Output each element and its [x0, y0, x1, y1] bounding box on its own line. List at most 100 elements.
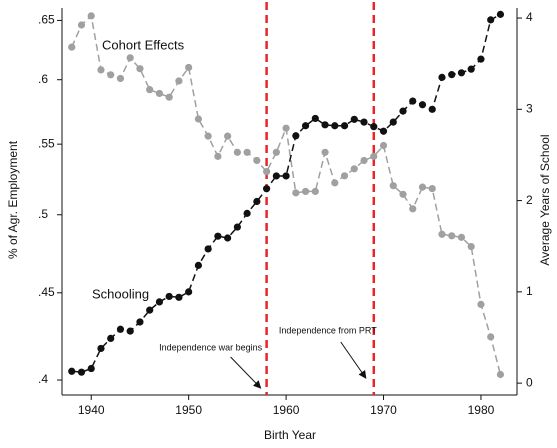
- series-point: [438, 230, 446, 238]
- series-point: [214, 152, 222, 160]
- series-point: [282, 124, 290, 132]
- series-point: [233, 223, 241, 231]
- series-point: [253, 197, 261, 206]
- series-point: [194, 261, 203, 269]
- annotation: Independence war begins: [159, 342, 263, 352]
- series-point: [487, 333, 495, 341]
- series-point: [448, 71, 456, 79]
- series-point: [224, 132, 232, 140]
- series-point: [116, 325, 125, 333]
- series-point: [77, 368, 86, 376]
- x-tick-label: 1960: [273, 403, 300, 417]
- series-point: [477, 300, 485, 309]
- series-point: [136, 318, 144, 326]
- series-point: [204, 132, 212, 140]
- series-point: [126, 327, 134, 335]
- series-point: [340, 172, 349, 180]
- y-tick-label: .4: [38, 372, 48, 386]
- series-point: [301, 122, 310, 130]
- series-point: [185, 63, 193, 72]
- series-point: [467, 242, 475, 251]
- series-point: [107, 334, 115, 343]
- series-point: [155, 298, 164, 306]
- series-point: [399, 190, 407, 198]
- series-point: [243, 209, 251, 217]
- y-axis-label: % of Agr. Employment: [6, 140, 20, 259]
- series-point: [428, 105, 436, 113]
- series-point: [370, 152, 378, 160]
- series-point: [331, 179, 339, 187]
- x-tick-label: 1950: [175, 403, 202, 417]
- y-tick-label: .45: [38, 285, 55, 299]
- series-point: [146, 86, 154, 94]
- series-point: [97, 66, 105, 74]
- series-point: [107, 71, 115, 79]
- series-point: [457, 69, 466, 77]
- series-point: [243, 148, 251, 156]
- series-point: [146, 306, 154, 314]
- series-point: [282, 172, 290, 180]
- series-point: [253, 156, 261, 165]
- y2-tick-label: 0: [526, 375, 533, 389]
- y2-tick-label: 4: [526, 10, 533, 24]
- y-tick-label: .55: [38, 136, 55, 150]
- x-axis-label: Birth Year: [264, 428, 316, 442]
- series-point: [204, 245, 212, 253]
- series-point: [97, 344, 105, 353]
- x-tick-label: 1940: [78, 403, 105, 417]
- series-point: [194, 115, 203, 123]
- series-point: [418, 183, 427, 191]
- series-point: [175, 77, 183, 85]
- series-point: [263, 185, 271, 193]
- y2-tick-label: 1: [526, 284, 533, 298]
- series-point: [116, 74, 125, 83]
- series-point: [467, 65, 475, 73]
- y2-tick-label: 2: [526, 193, 533, 207]
- series-point: [331, 122, 339, 130]
- series-point: [321, 121, 329, 129]
- series-point: [165, 93, 173, 101]
- series-point: [321, 148, 329, 156]
- series-point: [340, 122, 349, 130]
- series-point: [87, 364, 95, 373]
- series-point: [233, 148, 241, 156]
- series-point: [438, 73, 446, 81]
- series-point: [360, 118, 368, 126]
- series-point: [477, 55, 485, 63]
- x-tick-label: 1970: [370, 403, 397, 417]
- series-point: [263, 167, 271, 176]
- y-tick-label: .6: [38, 72, 48, 86]
- series-point: [292, 189, 300, 197]
- series-label: Schooling: [92, 286, 149, 301]
- series-point: [409, 97, 417, 105]
- series-point: [350, 165, 358, 173]
- y2-tick-label: 3: [526, 101, 533, 115]
- series-point: [292, 132, 300, 140]
- series-point: [496, 370, 505, 379]
- series-point: [68, 367, 76, 375]
- series-label: Cohort Effects: [102, 37, 185, 52]
- series-point: [379, 127, 388, 135]
- series-point: [428, 184, 436, 193]
- series-point: [360, 156, 368, 165]
- y-tick-label: .5: [38, 207, 48, 221]
- series-point: [68, 43, 76, 51]
- series-point: [87, 12, 95, 20]
- series-point: [311, 114, 319, 123]
- series-point: [389, 118, 397, 126]
- series-point: [379, 141, 388, 150]
- series-point: [457, 233, 466, 241]
- series-line: [71, 14, 502, 375]
- series-point: [214, 232, 222, 240]
- annotation: Independence from PRT: [279, 325, 377, 335]
- series-point: [301, 187, 310, 196]
- y2-axis-label: Average Years of School: [538, 134, 552, 265]
- series-point: [224, 234, 232, 242]
- series-point: [487, 16, 495, 24]
- series-point: [126, 54, 134, 62]
- annotation-arrow: [340, 341, 367, 379]
- series-point: [272, 148, 280, 156]
- series-point: [175, 293, 183, 301]
- series-point: [311, 187, 319, 196]
